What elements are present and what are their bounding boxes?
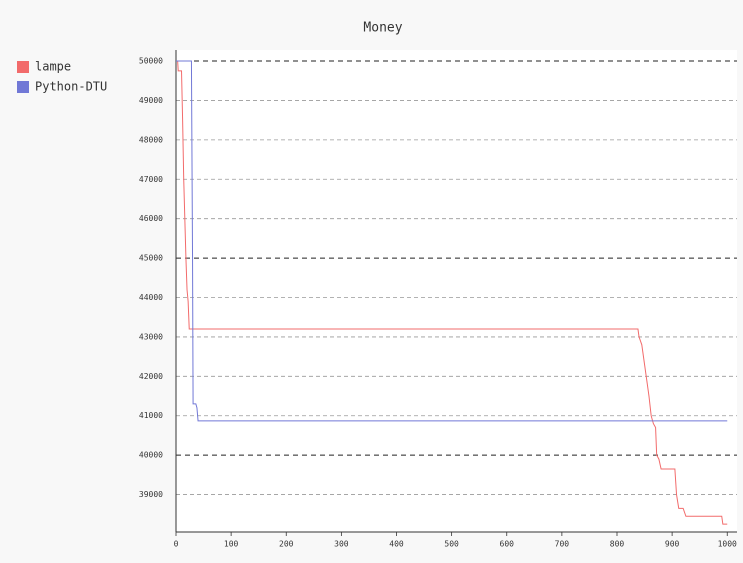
x-tick-label: 900: [665, 540, 680, 549]
x-tick-label: 0: [174, 540, 179, 549]
y-tick-label: 49000: [139, 96, 163, 105]
x-tick-label: 100: [224, 540, 239, 549]
x-tick-label: 600: [500, 540, 515, 549]
x-tick-label: 700: [555, 540, 570, 549]
x-tick-label: 300: [334, 540, 349, 549]
y-tick-label: 46000: [139, 214, 163, 223]
series-line: [176, 60, 728, 525]
y-tick-label: 50000: [139, 57, 163, 66]
y-tick-label: 43000: [139, 332, 163, 341]
x-tick-label: 400: [389, 540, 404, 549]
x-tick-label: 500: [444, 540, 459, 549]
series-line: [176, 60, 728, 422]
y-tick-label: 41000: [139, 411, 163, 420]
y-tick-label: 47000: [139, 175, 163, 184]
y-tick-label: 44000: [139, 293, 163, 302]
y-tick-label: 40000: [139, 451, 163, 460]
x-tick-label: 200: [279, 540, 294, 549]
x-tick-label: 800: [610, 540, 625, 549]
chart-title: Money: [363, 21, 402, 36]
legend-swatch: [17, 81, 29, 93]
y-tick-label: 45000: [139, 254, 163, 263]
y-tick-label: 39000: [139, 490, 163, 499]
legend-label: lampe: [35, 60, 71, 74]
legend-swatch: [17, 61, 29, 73]
legend-label: Python-DTU: [35, 80, 107, 94]
x-tick-label: 1000: [718, 540, 737, 549]
plot-area: [176, 50, 737, 532]
y-tick-label: 48000: [139, 135, 163, 144]
y-tick-label: 42000: [139, 372, 163, 381]
